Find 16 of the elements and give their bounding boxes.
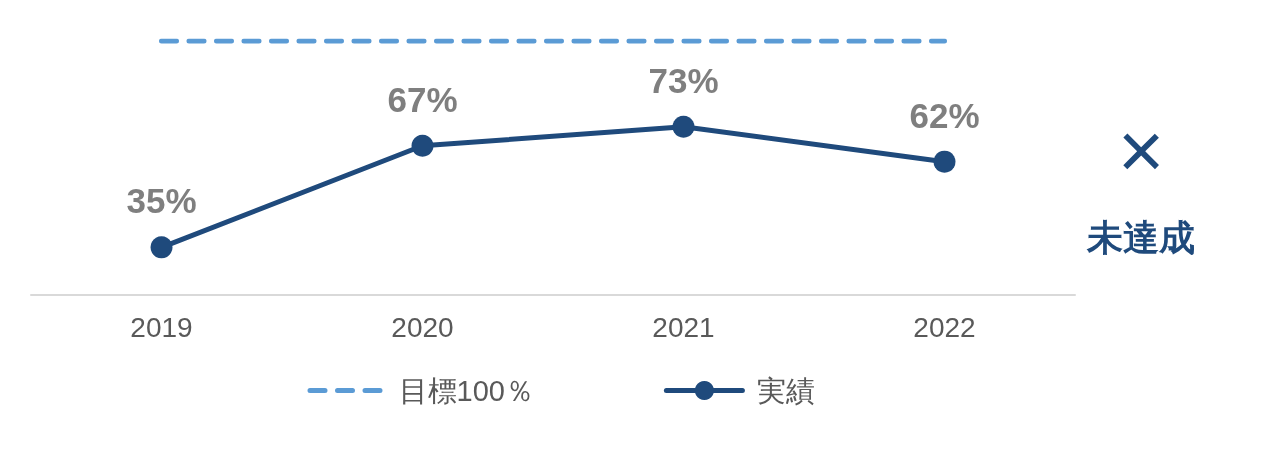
- data-label: 73%: [648, 60, 719, 100]
- data-label: 62%: [909, 95, 980, 135]
- point: [933, 150, 956, 173]
- x-tick-label: 2020: [391, 311, 454, 343]
- text: ×: [1117, 105, 1165, 195]
- point: [672, 115, 695, 138]
- data-label: 67%: [387, 79, 458, 119]
- legend-label: 目標100％: [398, 374, 534, 407]
- point: [150, 236, 173, 259]
- x-tick-label: 2019: [130, 311, 193, 343]
- legend-label: 実績: [757, 374, 816, 407]
- point: [411, 134, 434, 157]
- x-tick-label: 2021: [652, 311, 715, 343]
- data-label: 35%: [126, 181, 197, 221]
- x-tick-label: 2022: [913, 311, 976, 343]
- text: 未達成: [1086, 216, 1195, 258]
